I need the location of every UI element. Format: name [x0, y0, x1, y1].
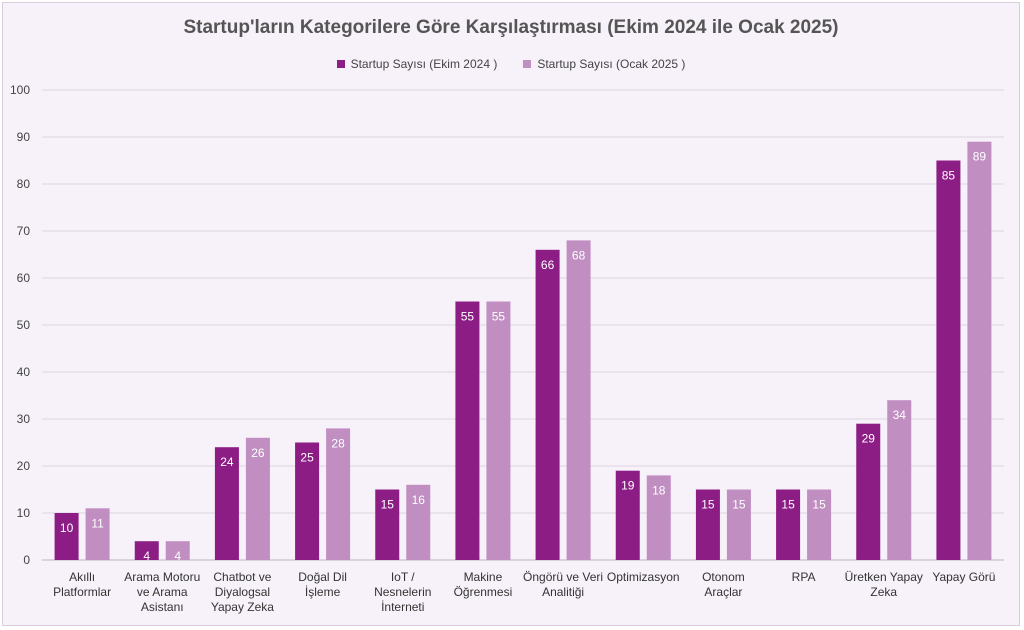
bar-series-2	[486, 301, 511, 560]
bar-series-1	[134, 541, 159, 560]
data-label-series-1: 55	[461, 310, 475, 324]
y-tick-label: 60	[17, 271, 31, 285]
data-label-series-1: 25	[300, 451, 314, 465]
data-label-series-2: 4	[174, 549, 181, 563]
data-label-series-1: 4	[143, 549, 150, 563]
x-category-label: Öngörü ve Veri Analitiği	[523, 570, 603, 599]
y-tick-label: 100	[10, 83, 30, 97]
bar-series-2	[887, 400, 912, 560]
x-category-label: Üretken Yapay Zeka	[845, 570, 923, 599]
bar-series-1	[936, 160, 961, 560]
data-label-series-1: 24	[220, 455, 234, 469]
bar-series-2	[165, 541, 190, 560]
bar-series-1	[535, 249, 560, 561]
data-label-series-1: 15	[701, 498, 715, 512]
legend-item-series-1: Startup Sayısı (Ekim 2024 )	[336, 57, 498, 71]
data-label-series-2: 68	[572, 248, 586, 262]
bar-series-1	[54, 513, 79, 560]
data-label-series-1: 15	[781, 498, 795, 512]
x-category-label: Doğal Dil İşleme	[298, 570, 347, 599]
data-label-series-2: 55	[492, 310, 506, 324]
x-category-label: Yapay Görü	[932, 570, 995, 584]
bar-series-2	[726, 489, 751, 560]
bar-series-2	[245, 437, 270, 560]
x-category-label: IoT / Nesnelerin İnterneti	[374, 570, 431, 614]
chart-title: Startup'ların Kategorilere Göre Karşılaş…	[183, 17, 839, 38]
legend-label-series-1: Startup Sayısı (Ekim 2024 )	[350, 57, 498, 71]
data-label-series-2: 34	[893, 408, 907, 422]
bar-series-2	[967, 141, 992, 560]
x-category-label: Makine Öğrenmesi	[454, 570, 513, 599]
y-tick-label: 70	[17, 224, 31, 238]
y-tick-label: 30	[17, 412, 31, 426]
data-label-series-1: 10	[60, 521, 74, 535]
legend-label-series-2: Startup Sayısı (Ocak 2025 )	[537, 57, 686, 71]
data-label-series-2: 18	[652, 483, 666, 497]
y-tick-label: 50	[17, 318, 31, 332]
bar-series-1	[615, 470, 640, 560]
x-category-label: Chatbot ve Diyalogsal Yapay Zeka	[211, 570, 274, 614]
data-label-series-1: 19	[621, 479, 635, 493]
bar-series-2	[646, 475, 671, 560]
bar-series-1	[695, 489, 720, 560]
data-label-series-2: 15	[812, 498, 826, 512]
bar-series-1	[295, 442, 320, 560]
bar-series-2	[807, 489, 832, 560]
data-label-series-2: 26	[251, 446, 265, 460]
y-tick-label: 40	[17, 365, 31, 379]
y-tick-label: 80	[17, 177, 31, 191]
bar-series-1	[375, 489, 400, 560]
bar-series-1	[214, 447, 239, 560]
bar-series-1	[856, 423, 881, 560]
data-label-series-2: 28	[331, 436, 345, 450]
data-label-series-2: 16	[412, 493, 426, 507]
bar-series-2	[566, 240, 591, 560]
bar-series-1	[455, 301, 480, 560]
data-label-series-1: 15	[381, 498, 395, 512]
data-label-series-2: 89	[973, 150, 987, 164]
y-tick-label: 20	[17, 459, 31, 473]
x-category-label: RPA	[792, 570, 816, 584]
bar-series-2	[326, 428, 351, 560]
bar-series-2	[406, 484, 431, 560]
data-label-series-2: 11	[91, 516, 104, 530]
data-label-series-2: 15	[732, 498, 746, 512]
chart-legend: Startup Sayısı (Ekim 2024 ) Startup Sayı…	[3, 57, 1019, 71]
x-category-label: Otonom Araçlar	[702, 570, 745, 599]
bar-series-1	[776, 489, 801, 560]
legend-swatch-series-1	[336, 60, 345, 68]
x-category-label: Arama Motoru ve Arama Asistanı	[124, 570, 200, 614]
bar-series-2	[85, 508, 110, 560]
legend-swatch-series-2	[523, 60, 532, 68]
y-tick-label: 90	[17, 130, 31, 144]
x-category-label: Optimizasyon	[607, 570, 680, 584]
x-category-label: Akıllı Platformlar	[53, 570, 111, 599]
y-tick-label: 0	[23, 553, 30, 567]
legend-item-series-2: Startup Sayısı (Ocak 2025 )	[523, 57, 685, 71]
data-label-series-1: 85	[942, 169, 956, 183]
y-tick-label: 10	[17, 506, 31, 520]
data-label-series-1: 29	[862, 432, 876, 446]
data-label-series-1: 66	[541, 258, 555, 272]
